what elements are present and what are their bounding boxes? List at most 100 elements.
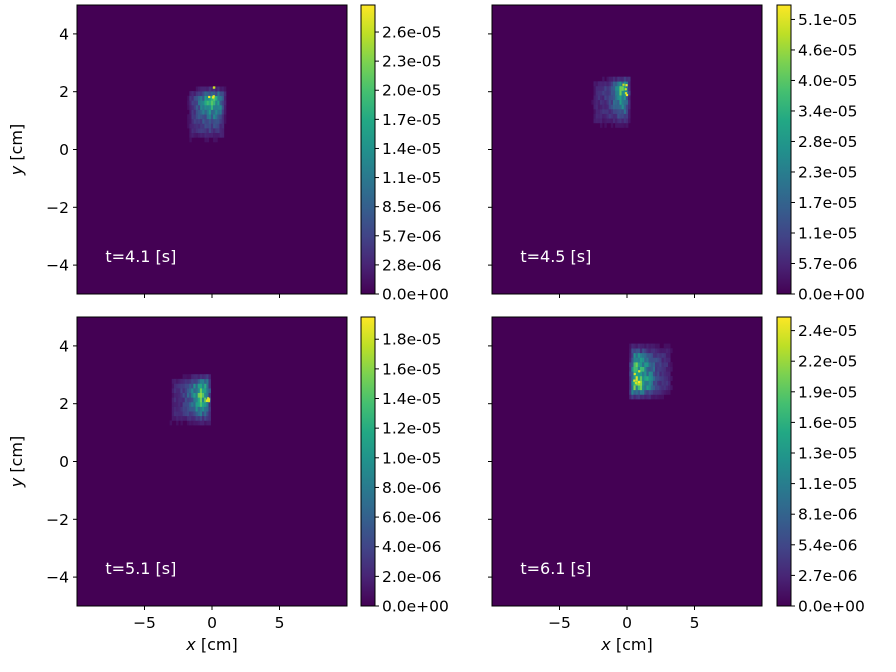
heatmap-background <box>492 5 762 294</box>
density-cell <box>619 113 622 119</box>
density-cell <box>629 380 632 386</box>
density-cell <box>193 397 196 403</box>
density-cell <box>648 394 652 400</box>
density-cell <box>600 85 603 91</box>
density-cell <box>625 85 629 91</box>
density-cell <box>606 104 609 110</box>
density-cell <box>629 371 632 377</box>
density-cell <box>210 132 214 138</box>
density-cell <box>637 371 641 377</box>
density-cell <box>189 118 192 124</box>
density-cell <box>621 104 625 110</box>
density-cell <box>189 420 192 426</box>
density-cell <box>625 90 629 96</box>
density-cell <box>642 389 645 395</box>
colorbar-tick-label: 2.4e-05 <box>798 322 858 340</box>
x-tick-label: 5 <box>275 614 285 632</box>
density-cell <box>642 371 645 377</box>
density-cell <box>191 415 194 421</box>
density-cell <box>176 406 179 412</box>
density-cell <box>208 420 211 426</box>
density-cell <box>206 406 209 412</box>
density-cell <box>204 415 207 421</box>
density-cell <box>646 343 649 349</box>
density-cell <box>208 374 211 380</box>
colorbar-tick-label: 0.0e+00 <box>798 598 865 616</box>
colorbar-tick-label: 0.0e+00 <box>382 598 449 616</box>
density-cells <box>187 86 227 143</box>
density-cell <box>606 99 609 105</box>
density-cell <box>595 90 599 96</box>
density-cell <box>178 411 181 417</box>
density-cell <box>193 411 196 417</box>
density-cell <box>628 104 631 110</box>
density-cell <box>171 397 175 403</box>
density-cell <box>600 90 603 96</box>
density-cell <box>195 86 199 92</box>
colorbar-gradient <box>776 316 792 607</box>
density-cell <box>184 392 188 398</box>
x-axis-label: x [cm] <box>185 635 237 654</box>
density-cell <box>652 343 656 349</box>
density-cell <box>646 366 649 372</box>
density-cell <box>219 100 223 106</box>
density-cell <box>600 122 603 128</box>
y-tick-label: 4 <box>59 25 69 43</box>
density-cell <box>661 385 665 391</box>
density-cell <box>202 401 205 407</box>
density-cell <box>180 420 183 426</box>
density-cell <box>604 104 607 110</box>
density-cell <box>639 371 643 377</box>
density-cell <box>606 113 609 119</box>
density-cell <box>210 123 214 129</box>
density-cell <box>217 100 220 106</box>
density-cell <box>621 76 625 82</box>
density-cell <box>639 348 643 354</box>
density-cell <box>199 374 203 380</box>
density-cell <box>195 378 198 384</box>
density-cell <box>215 123 218 129</box>
density-cell <box>195 95 199 101</box>
density-cell <box>182 415 186 421</box>
density-cell <box>213 128 216 134</box>
density-cell <box>191 374 194 380</box>
density-cell <box>633 343 636 349</box>
density-cell <box>655 394 658 400</box>
density-cell <box>608 81 612 87</box>
density-cell <box>628 76 631 82</box>
density-cell <box>606 95 609 101</box>
density-cell <box>648 389 652 395</box>
density-cell <box>593 113 596 119</box>
density-cell <box>637 343 641 349</box>
density-cell <box>665 385 669 391</box>
density-cell <box>182 392 186 398</box>
density-cell <box>663 389 667 395</box>
density-cell <box>199 411 203 417</box>
density-cell <box>173 378 177 384</box>
density-cell <box>210 109 214 115</box>
density-cell <box>215 100 218 106</box>
density-peak <box>207 400 211 403</box>
colorbar-tick-label: 5.4e-06 <box>798 536 858 554</box>
density-cell <box>195 100 199 106</box>
density-cell <box>602 118 605 124</box>
density-cell <box>197 118 201 124</box>
density-cell <box>670 362 673 367</box>
density-cell <box>593 104 596 110</box>
density-cell <box>223 95 227 101</box>
density-cell <box>180 378 183 384</box>
density-cell <box>631 375 634 381</box>
density-cell <box>189 406 192 412</box>
density-cell <box>195 91 199 97</box>
density-cell <box>644 385 647 391</box>
density-cell <box>206 114 210 120</box>
density-cell <box>217 128 220 134</box>
y-tick-label: 0 <box>59 141 69 159</box>
density-cell <box>629 362 632 367</box>
density-cell <box>604 90 607 96</box>
density-cell <box>223 100 227 106</box>
density-cell <box>617 99 620 105</box>
y-axis-label: y [cm] <box>7 124 26 176</box>
density-cell <box>191 132 194 138</box>
density-cell <box>171 415 175 421</box>
